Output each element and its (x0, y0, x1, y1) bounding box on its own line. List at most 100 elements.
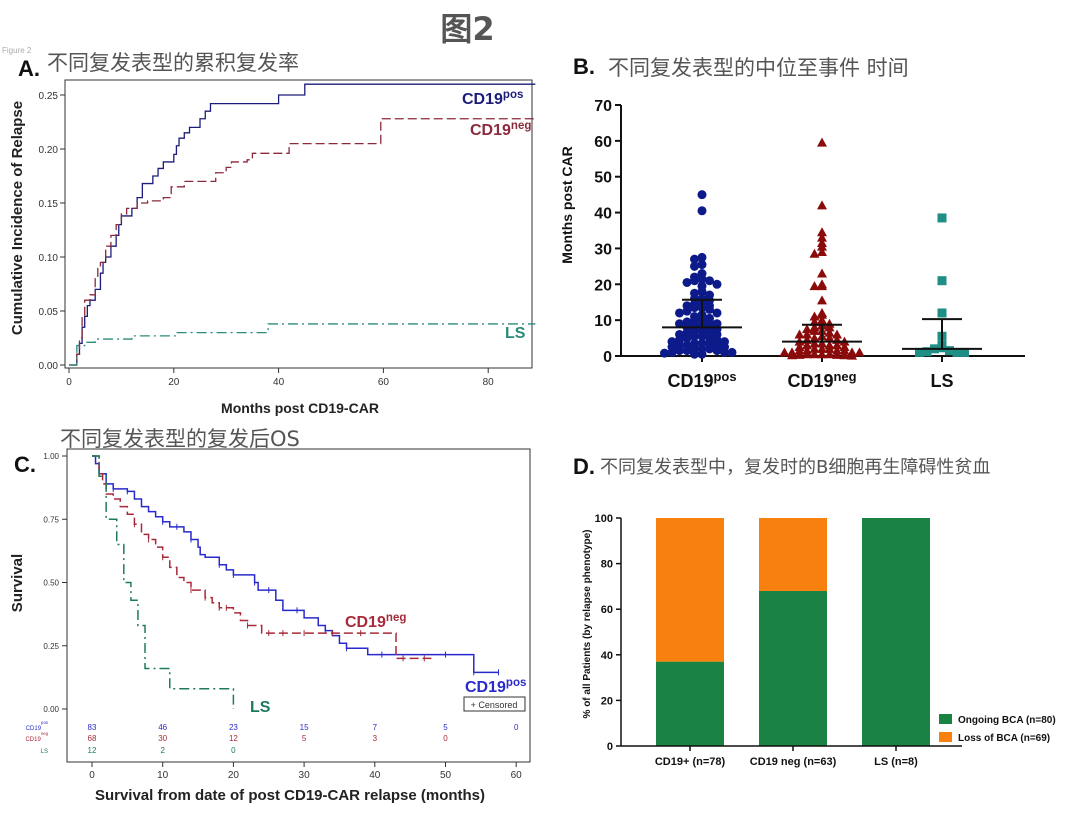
data-point (675, 346, 684, 356)
y-tick-label: 100 (595, 513, 613, 525)
data-point (854, 347, 865, 357)
at-risk-count: 0 (514, 723, 519, 732)
data-point (839, 345, 850, 355)
data-point (682, 306, 692, 316)
data-point (682, 346, 692, 356)
data-point (809, 248, 820, 258)
at-risk-count: 83 (88, 723, 97, 732)
at-risk-count: 5 (302, 734, 307, 743)
data-point (697, 274, 707, 284)
at-risk-count: 23 (229, 723, 238, 732)
data-point (682, 333, 692, 343)
y-tick-label: 30 (594, 241, 612, 258)
at-risk-count: 0 (231, 746, 236, 755)
data-point (824, 349, 835, 359)
data-point (802, 349, 812, 359)
x-axis-label: Months post CD19-CAR (221, 400, 379, 416)
series-label: CD19neg (345, 612, 406, 631)
data-point (945, 346, 954, 356)
data-point (809, 281, 820, 291)
data-point (787, 350, 797, 360)
data-point (922, 347, 932, 357)
data-point (727, 347, 737, 357)
survival-curve (92, 455, 499, 674)
category-label: CD19pos (667, 369, 736, 391)
at-risk-count: 2 (160, 746, 165, 755)
data-point (832, 329, 842, 339)
data-point (817, 137, 827, 147)
data-point (712, 346, 722, 356)
at-risk-count: 68 (88, 734, 97, 743)
at-risk-count: 12 (88, 746, 97, 755)
data-point (832, 349, 842, 359)
at-risk-count: 7 (373, 723, 378, 732)
x-tick-label: 40 (369, 770, 381, 781)
data-point (817, 349, 827, 359)
data-point (809, 338, 820, 348)
survival-curve (92, 455, 432, 660)
x-tick-label: 60 (511, 770, 523, 781)
series-line-pos (69, 83, 536, 366)
at-risk-count: 0 (443, 734, 448, 743)
at-risk-row-label: LS (41, 749, 48, 755)
series-label: CD19pos (462, 89, 523, 108)
legend-swatch (939, 732, 952, 742)
series-label: CD19neg (470, 120, 531, 139)
x-tick-label: 0 (66, 377, 72, 388)
data-point (817, 315, 827, 325)
data-point (952, 347, 962, 357)
data-point (824, 343, 835, 353)
data-point (675, 308, 684, 318)
data-point (697, 190, 707, 200)
y-tick-label: 60 (594, 134, 612, 151)
data-point (794, 329, 805, 339)
figure-title: 图2 (440, 10, 495, 48)
data-point (697, 286, 707, 296)
survival-curve (92, 455, 235, 709)
series-label: LS (250, 699, 271, 716)
y-tick-label: 1.00 (43, 452, 59, 461)
at-risk-count: 3 (373, 734, 378, 743)
data-point (660, 348, 669, 358)
y-tick-label: 0.25 (43, 642, 59, 651)
at-risk-count: 12 (229, 734, 238, 743)
panel-b-letter: B. (573, 54, 595, 79)
data-point (937, 213, 947, 223)
plot-frame (66, 448, 531, 763)
y-axis-label: % of all Patients (by relapse phenotype) (582, 530, 593, 719)
data-point (817, 200, 827, 210)
category-label: CD19 neg (n=63) (750, 756, 837, 768)
data-point (690, 349, 699, 359)
data-point (697, 252, 707, 262)
y-tick-label: 20 (594, 277, 612, 294)
plot-frame (64, 79, 533, 369)
panel-b-title: 不同复发表型的中位至事件 时间 (608, 56, 909, 80)
data-point (690, 254, 699, 264)
x-tick-label: 20 (168, 377, 180, 388)
at-risk-row-label: CD19neg (25, 731, 48, 743)
y-tick-label: 40 (594, 206, 612, 223)
y-axis-label: Cumulative Incidence of Relapse (9, 101, 26, 335)
y-tick-label: 0 (607, 741, 613, 753)
data-point (817, 247, 827, 257)
category-label: LS (n=8) (874, 756, 918, 768)
panel-d-letter: D. (573, 454, 595, 479)
y-axis-label: Survival (9, 554, 26, 612)
data-point (809, 333, 820, 343)
y-tick-label: 20 (601, 695, 613, 707)
data-point (720, 347, 729, 357)
data-point (817, 281, 827, 291)
data-point (802, 324, 812, 334)
data-point (817, 309, 827, 319)
censored-legend-label: + Censored (471, 700, 518, 710)
data-point (690, 331, 699, 341)
data-point (809, 311, 820, 321)
series-label: LS (505, 325, 526, 342)
data-point (712, 279, 722, 289)
data-point (690, 276, 699, 286)
figure-small-label: Figure 2 (2, 46, 32, 55)
data-point (697, 260, 707, 270)
y-tick-label: 0.00 (43, 705, 59, 714)
y-tick-label: 40 (601, 650, 613, 662)
